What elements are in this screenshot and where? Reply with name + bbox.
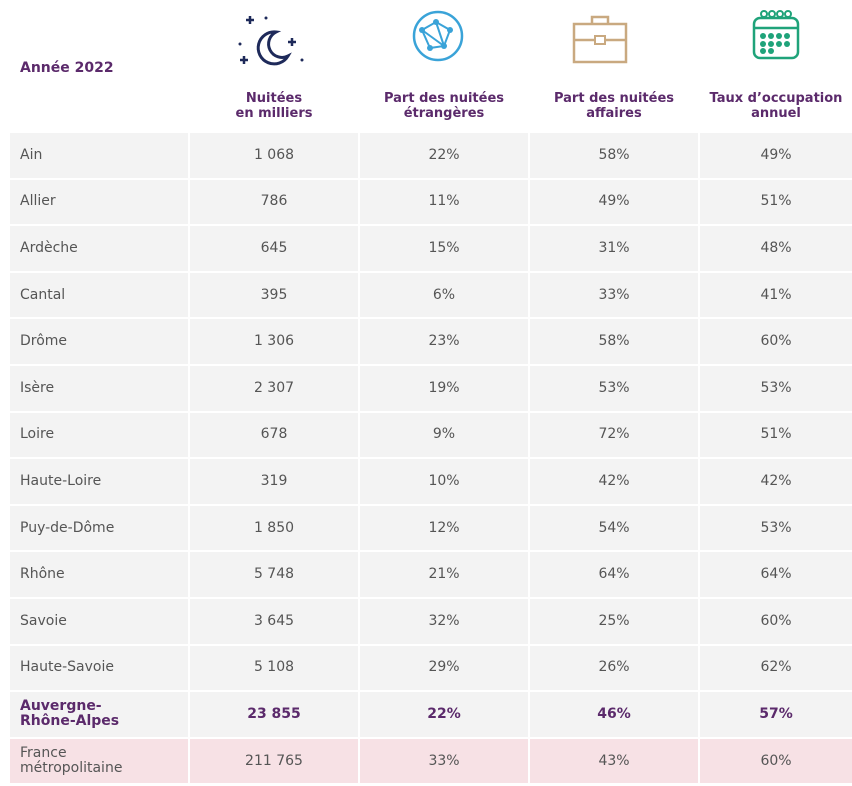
table-cell: 19% (360, 366, 528, 411)
table-cell: 9% (360, 412, 528, 458)
table-cell: 60% (700, 599, 852, 644)
table-cell: 12% (360, 505, 528, 551)
network-icon (412, 10, 464, 62)
row-label: Isère (10, 366, 188, 411)
table-cell: 2 307 (190, 366, 358, 411)
table-cell: 10% (360, 459, 528, 504)
table-cell: 64% (530, 552, 698, 597)
table-cell: 11% (360, 179, 528, 225)
table-cell: 25% (530, 599, 698, 644)
table-cell: 41% (700, 272, 852, 318)
table-cell: 319 (190, 459, 358, 504)
row-label: Rhône (10, 552, 188, 597)
table-cell: 46% (530, 692, 698, 737)
row-label: France métropolitaine (10, 738, 188, 784)
row-label: Savoie (10, 599, 188, 644)
table-cell: 62% (700, 645, 852, 691)
table-cell: 72% (530, 412, 698, 458)
table-cell: 42% (700, 459, 852, 504)
table-cell: 57% (700, 692, 852, 737)
row-label: Auvergne- Rhône-Alpes (10, 692, 188, 737)
table-cell: 29% (360, 645, 528, 691)
table-cell: 42% (530, 459, 698, 504)
table-cell: 786 (190, 179, 358, 225)
table-cell: 23% (360, 319, 528, 364)
table-cell: 64% (700, 552, 852, 597)
table-title: Année 2022 (20, 60, 114, 76)
table-cell: 49% (700, 133, 852, 178)
row-label: Ardèche (10, 226, 188, 271)
table-cell: 22% (360, 692, 528, 737)
row-label: Cantal (10, 272, 188, 318)
row-label: Allier (10, 179, 188, 225)
row-label: Haute-Loire (10, 459, 188, 504)
column-header: Part des nuitées affaires (553, 91, 675, 121)
table-cell: 23 855 (190, 692, 358, 737)
table-cell: 51% (700, 179, 852, 225)
calendar-icon (752, 10, 800, 60)
table-cell: 53% (700, 505, 852, 551)
table-cell: 1 306 (190, 319, 358, 364)
table-cell: 54% (530, 505, 698, 551)
table-cell: 53% (530, 366, 698, 411)
table-cell: 645 (190, 226, 358, 271)
row-label: Drôme (10, 319, 188, 364)
table-cell: 33% (530, 272, 698, 318)
table-cell: 1 850 (190, 505, 358, 551)
table-cell: 211 765 (190, 738, 358, 784)
table-cell: 31% (530, 226, 698, 271)
table-cell: 58% (530, 133, 698, 178)
table-cell: 60% (700, 319, 852, 364)
table-cell: 3 645 (190, 599, 358, 644)
table-cell: 51% (700, 412, 852, 458)
column-header: Part des nuitées étrangères (383, 91, 505, 121)
table-cell: 43% (530, 738, 698, 784)
row-label: Ain (10, 133, 188, 178)
row-label: Loire (10, 412, 188, 458)
table-cell: 22% (360, 133, 528, 178)
table-cell: 58% (530, 319, 698, 364)
table-cell: 21% (360, 552, 528, 597)
briefcase-icon (572, 15, 628, 64)
table-cell: 33% (360, 738, 528, 784)
table-cell: 32% (360, 599, 528, 644)
table-cell: 15% (360, 226, 528, 271)
column-header: Taux d’occupation annuel (709, 91, 843, 121)
moon-icon (238, 16, 304, 66)
table-cell: 678 (190, 412, 358, 458)
table-cell: 6% (360, 272, 528, 318)
row-label: Haute-Savoie (10, 645, 188, 691)
table-cell: 60% (700, 738, 852, 784)
table-cell: 53% (700, 366, 852, 411)
table-cell: 26% (530, 645, 698, 691)
column-header: Nuitées en milliers (235, 91, 313, 121)
table-cell: 48% (700, 226, 852, 271)
row-label: Puy-de-Dôme (10, 505, 188, 551)
table-cell: 5 108 (190, 645, 358, 691)
table-cell: 395 (190, 272, 358, 318)
table-cell: 1 068 (190, 133, 358, 178)
table-cell: 49% (530, 179, 698, 225)
table-cell: 5 748 (190, 552, 358, 597)
